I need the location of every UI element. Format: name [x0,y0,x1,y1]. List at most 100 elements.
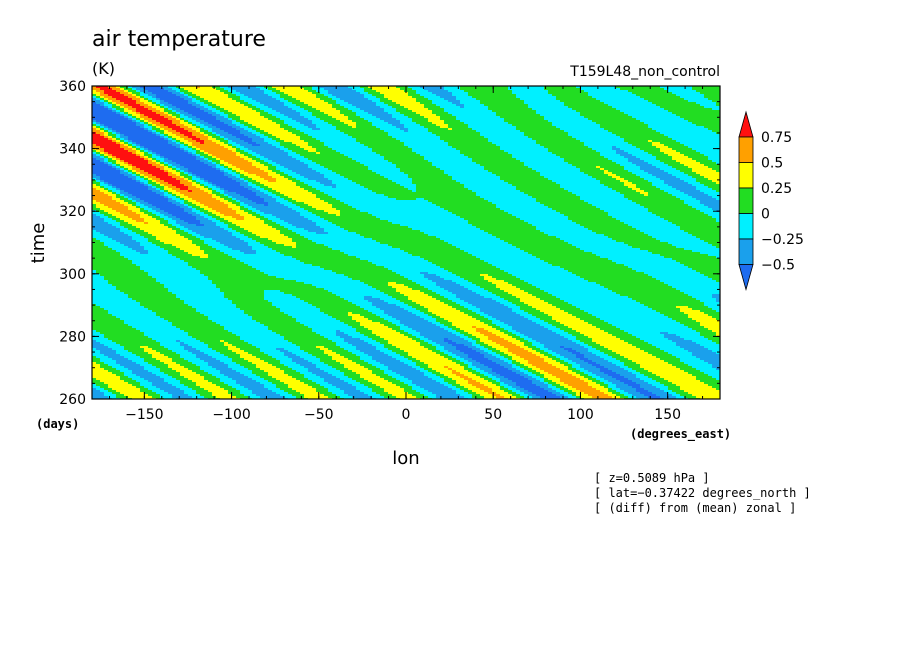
contour-cell [616,86,661,89]
contour-cell [600,284,669,287]
contour-cell [196,356,213,359]
contour-cell [356,182,397,185]
contour-cell [308,378,325,381]
contour-cell [168,382,181,385]
contour-cell [340,346,357,349]
contour-cell [232,386,245,389]
contour-cell [452,322,485,325]
contour-cell [92,136,105,139]
contour-cell [180,148,185,151]
contour-cell [344,340,365,343]
contour-cell [676,168,693,171]
contour-cell [204,378,221,381]
contour-cell [444,366,449,369]
contour-cell [476,392,489,395]
contour-cell [228,116,241,119]
contour-cell [152,110,161,113]
contour-cell [284,102,293,105]
contour-cell [232,174,241,177]
contour-cell [620,366,629,369]
contour-cell [140,356,153,359]
contour-cell [564,370,573,373]
contour-cell [324,218,381,221]
contour-cell [512,356,521,359]
contour-cell [340,396,353,399]
contour-cell [264,222,277,225]
contour-cell [332,316,353,319]
contour-cell [248,126,257,129]
contour-cell [396,372,425,375]
contour-cell [588,378,597,381]
contour-cell [576,342,585,345]
contour-cell [696,124,720,127]
contour-cell [396,358,409,361]
contour-cell [268,174,281,177]
contour-cell [108,154,113,157]
contour-cell [600,344,633,347]
contour-cell [248,180,257,183]
contour-cell [332,196,389,199]
contour-cell [492,202,541,205]
contour-cell [96,94,101,97]
contour-cell [600,376,613,379]
contour-cell [344,366,365,369]
contour-cell [92,288,117,291]
contour-cell [584,320,605,323]
contour-cell [580,370,589,373]
contour-cell [100,146,121,149]
contour-cell [304,376,321,379]
contour-cell [332,116,349,119]
contour-cell [444,278,465,281]
contour-cell [180,196,189,199]
contour-cell [124,106,133,109]
contour-cell [612,350,645,353]
contour-cell [564,158,609,161]
contour-cell [344,132,389,135]
contour-cell [280,394,293,397]
contour-cell [424,258,481,261]
contour-cell [212,132,217,135]
contour-cell [208,158,217,161]
contour-cell [324,378,341,381]
contour-cell [288,366,305,369]
contour-cell [92,148,97,151]
contour-cell [228,356,241,359]
contour-cell [356,160,389,163]
contour-cell [304,374,317,377]
contour-cell [512,302,525,305]
contour-cell [332,98,341,101]
contour-cell [276,392,289,395]
contour-cell [192,184,201,187]
contour-cell [376,172,405,175]
contour-cell [680,290,720,293]
contour-cell [696,330,713,333]
contour-cell [528,318,541,321]
contour-cell [652,308,681,311]
contour-cell [340,388,357,391]
contour-cell [444,98,457,101]
x-tick-label: −150 [125,407,163,423]
contour-cell [216,162,221,165]
contour-cell [128,162,149,165]
contour-cell [672,394,681,397]
contour-cell [264,212,301,215]
contour-cell [332,180,353,183]
contour-cell [664,360,681,363]
contour-cell [332,94,365,97]
contour-cell [296,242,317,245]
contour-cell [412,96,425,99]
contour-cell [96,340,113,343]
contour-cell [244,150,253,153]
contour-cell [312,212,329,215]
contour-cell [536,286,605,289]
contour-cell [408,188,417,191]
contour-cell [192,96,201,99]
contour-cell [608,386,617,389]
contour-cell [624,196,677,199]
contour-cell [592,148,613,151]
contour-cell [504,150,549,153]
contour-cell [300,100,325,103]
contour-cell [392,270,449,273]
contour-cell [444,352,453,355]
contour-cell [124,394,149,397]
